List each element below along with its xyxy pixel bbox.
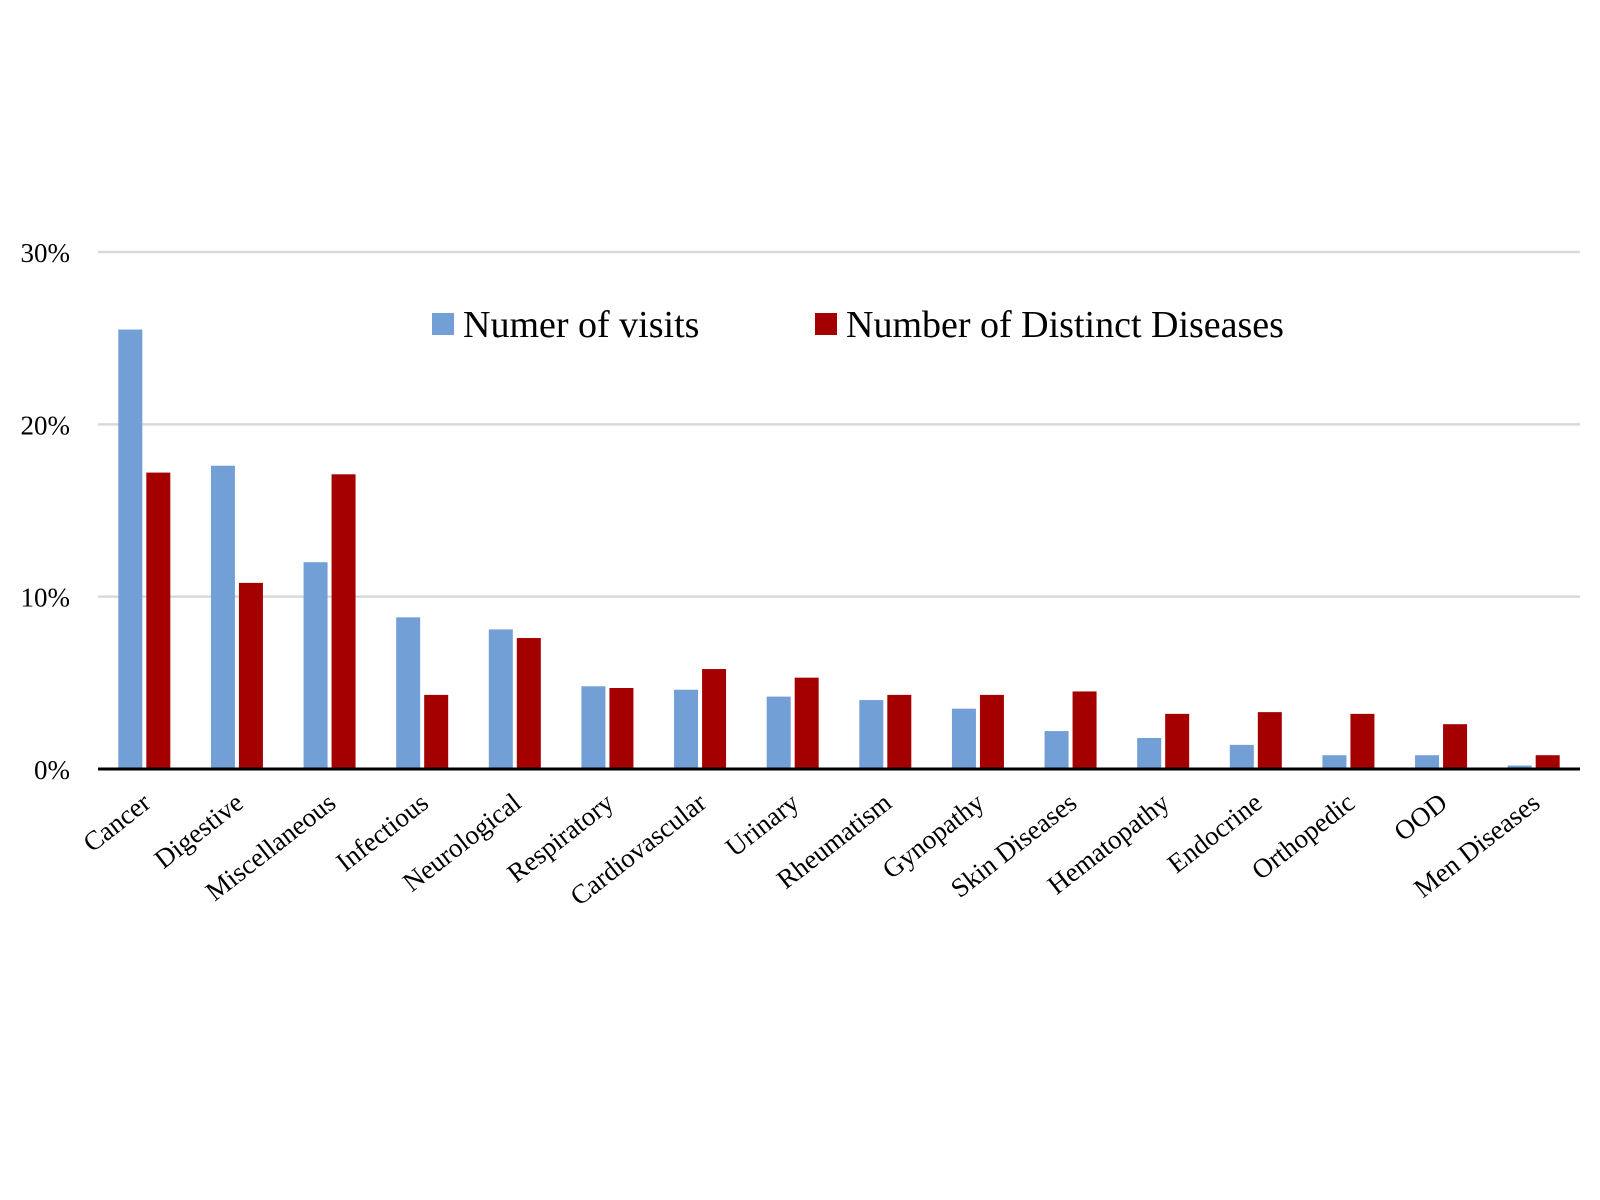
bar-distinct-diseases <box>331 474 356 769</box>
bar-visits <box>1415 755 1440 769</box>
legend-swatch <box>815 313 837 335</box>
legend-label: Number of Distinct Diseases <box>846 304 1284 346</box>
bar-visits <box>210 465 235 769</box>
bar-distinct-diseases <box>1350 713 1375 769</box>
bar-distinct-diseases <box>238 582 263 769</box>
y-tick-label: 10% <box>21 583 71 613</box>
bar-distinct-diseases <box>609 688 634 769</box>
bar-distinct-diseases <box>1165 713 1190 769</box>
bar-visits <box>1044 731 1069 769</box>
bar-distinct-diseases <box>702 669 727 769</box>
y-tick-label: 20% <box>21 410 71 440</box>
bar-visits <box>1322 755 1347 769</box>
bar-visits <box>303 562 328 769</box>
gridlines <box>98 250 1580 598</box>
bar-distinct-diseases <box>424 694 449 769</box>
bar-visits <box>951 708 976 769</box>
x-axis-ticks: CancerDigestiveMiscellaneousInfectiousNe… <box>77 787 1545 912</box>
bars <box>118 329 1560 769</box>
legend-swatch <box>432 313 454 335</box>
y-tick-label: 0% <box>34 755 70 785</box>
legend-label: Numer of visits <box>463 304 699 346</box>
x-tick-label: Cancer <box>77 787 156 858</box>
bar-distinct-diseases <box>794 677 819 769</box>
bar-visits <box>859 700 884 769</box>
bar-distinct-diseases <box>887 694 912 769</box>
bar-visits <box>396 617 421 769</box>
bar-visits <box>674 689 699 769</box>
bar-distinct-diseases <box>146 472 171 769</box>
bar-visits <box>581 686 606 769</box>
bar-distinct-diseases <box>1443 724 1468 769</box>
bar-visits <box>118 329 143 769</box>
bar-visits <box>488 629 513 769</box>
x-tick-label: OOD <box>1388 787 1453 847</box>
bar-distinct-diseases <box>1535 755 1560 769</box>
bar-distinct-diseases <box>516 638 541 769</box>
y-axis-ticks: 0% 10% 20% 30% <box>21 238 71 785</box>
y-tick-label: 30% <box>21 238 71 268</box>
x-tick-label: Urinary <box>720 787 805 863</box>
legend: Numer of visits Number of Distinct Diseas… <box>432 304 1284 346</box>
bar-distinct-diseases <box>979 694 1004 769</box>
bar-distinct-diseases <box>1072 691 1097 769</box>
bar-visits <box>766 696 791 769</box>
bar-visits <box>1137 737 1162 769</box>
bar-visits <box>1507 765 1532 769</box>
x-tick-label: Orthopedic <box>1246 787 1360 885</box>
bar-visits <box>1229 744 1254 769</box>
bar-distinct-diseases <box>1257 712 1282 769</box>
